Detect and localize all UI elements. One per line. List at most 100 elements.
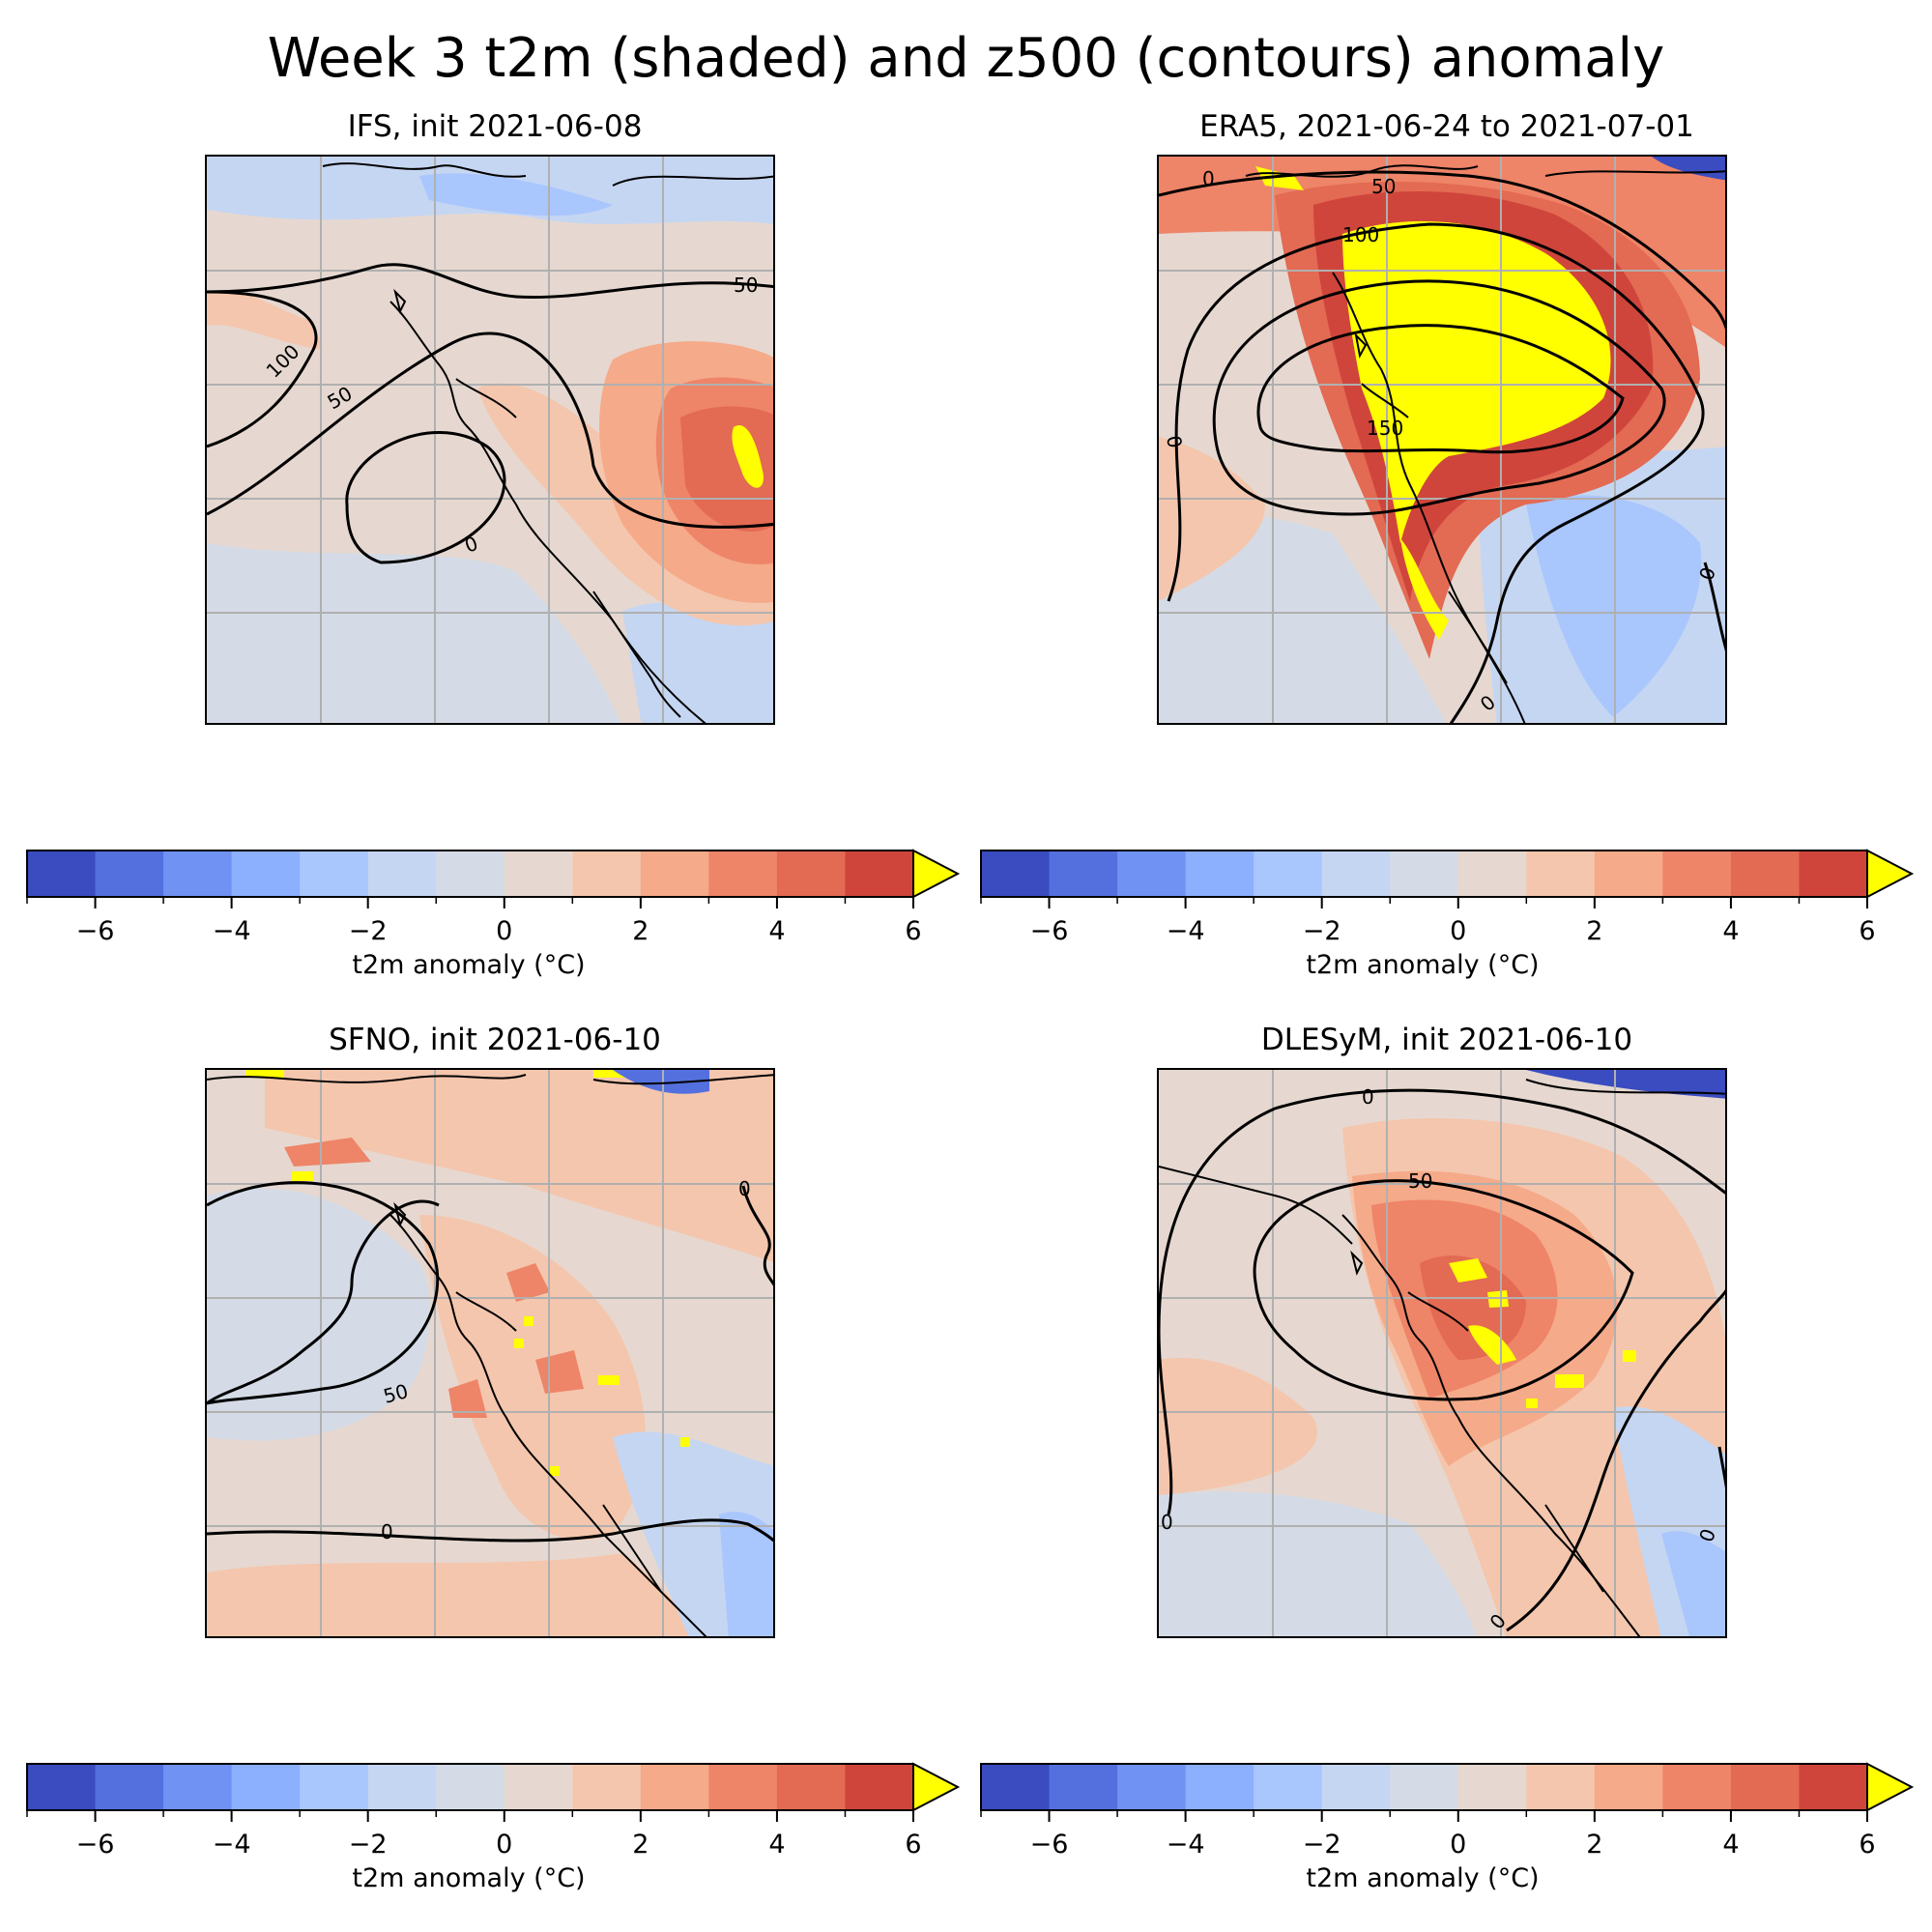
- colorbar-extend-arrow-icon: [912, 849, 961, 899]
- colorbar-sfno: −6 −4 −2 0 2 4 6: [26, 1762, 961, 1860]
- z500-contours: [207, 263, 773, 564]
- colorbar-extend-arrow-icon: [1866, 849, 1915, 899]
- colorbar-tick-label: −6: [1030, 916, 1069, 946]
- colorbar-tick-label: 2: [632, 1830, 649, 1860]
- colorbar-segment: [95, 851, 164, 897]
- colorbar-segment: [1390, 1764, 1459, 1810]
- colorbar-ifs: −6 −4 −2 0 2 4 6: [26, 849, 961, 946]
- colorbar-segment: [1321, 851, 1391, 897]
- colorbar-segment: [1526, 851, 1596, 897]
- contour-label: 0: [738, 1177, 751, 1200]
- colorbar-tick-label: 6: [905, 1830, 921, 1860]
- panel-title-sfno: SFNO, init 2021-06-10: [329, 1023, 661, 1057]
- colorbar-era5: −6 −4 −2 0 2 4 6: [980, 849, 1915, 946]
- colorbar-tick-label: −2: [1303, 916, 1341, 946]
- colorbar-outline: [26, 1763, 914, 1811]
- colorbar-segment: [1799, 851, 1868, 897]
- colorbar-tick-label: 4: [768, 916, 785, 946]
- sfno-map-svg: 0 50 0: [207, 1070, 773, 1636]
- colorbar-segment: [300, 1764, 369, 1810]
- coastline-lines: [1159, 1079, 1725, 1636]
- colorbar-segment: [640, 851, 709, 897]
- colorbar-label: t2m anomaly (°C): [1306, 950, 1540, 980]
- colorbar-segment: [504, 1764, 573, 1810]
- map-panel-ifs: 50 100 50 0: [205, 155, 775, 725]
- colorbar-segment: [163, 1764, 233, 1810]
- colorbar-tick-label: 2: [1586, 916, 1602, 946]
- panel-title-ifs: IFS, init 2021-06-08: [347, 109, 643, 144]
- colorbar-segment: [1049, 851, 1118, 897]
- colorbar-segment: [1662, 1764, 1732, 1810]
- dlesym-map-svg: 0 50 0 0 0: [1159, 1070, 1725, 1636]
- contour-label: 50: [734, 274, 758, 297]
- ifs-map-svg: 50 100 50 0: [207, 157, 773, 723]
- z500-contours: [1159, 1088, 1725, 1632]
- figure-title: Week 3 t2m (shaded) and z500 (contours) …: [267, 27, 1665, 90]
- colorbar-tick-label: −4: [1167, 1830, 1205, 1860]
- colorbar-tick-label: 6: [905, 916, 921, 946]
- contour-label: 0: [1362, 1085, 1374, 1109]
- colorbar-tick-label: −6: [76, 1830, 115, 1860]
- colorbar-segment: [1117, 1764, 1187, 1810]
- colorbar-segment: [436, 1764, 505, 1810]
- colorbar-segment: [708, 851, 778, 897]
- panel-title-dlesym: DLESyM, init 2021-06-10: [1260, 1023, 1633, 1057]
- colorbar-dlesym: −6 −4 −2 0 2 4 6: [980, 1762, 1915, 1860]
- colorbar-tick-label: −4: [213, 1830, 251, 1860]
- gridlines: [207, 157, 773, 723]
- colorbar-tick-label: −2: [1303, 1830, 1341, 1860]
- colorbar-tick-label: 4: [768, 1830, 785, 1860]
- contour-label: 0: [381, 1520, 393, 1543]
- colorbar-tick-label: −4: [1167, 916, 1205, 946]
- contour-label: 100: [1342, 223, 1379, 246]
- colorbar-label: t2m anomaly (°C): [352, 1863, 586, 1893]
- contour-label: 0: [1162, 434, 1187, 450]
- colorbar-segment: [1799, 1764, 1868, 1810]
- colorbar-extend-arrow-icon: [1866, 1762, 1915, 1812]
- colorbar-segment: [1526, 1764, 1596, 1810]
- contour-label: 50: [1371, 175, 1396, 198]
- colorbar-segment: [231, 1764, 301, 1810]
- colorbar-tick-label: 2: [632, 916, 649, 946]
- colorbar-segment: [981, 1764, 1051, 1810]
- colorbar-segment: [367, 1764, 437, 1810]
- colorbar-segment: [504, 851, 573, 897]
- colorbar-segment: [708, 1764, 778, 1810]
- colorbar-segment: [436, 851, 505, 897]
- colorbar-tick-label: 6: [1859, 916, 1875, 946]
- colorbar-tick-label: −6: [76, 916, 115, 946]
- colorbar-segment: [776, 851, 846, 897]
- map-panel-era5: 0 50 100 150 0 0 0: [1157, 155, 1727, 725]
- colorbar-segment: [981, 851, 1051, 897]
- colorbar-tick-label: 0: [496, 1830, 512, 1860]
- colorbar-segment: [1594, 1764, 1663, 1810]
- colorbar-outline: [980, 1763, 1868, 1811]
- colorbar-extend-arrow-icon: [912, 1762, 961, 1812]
- contour-label: 50: [1408, 1169, 1432, 1193]
- colorbar-segment: [572, 1764, 642, 1810]
- colorbar-segment: [1254, 1764, 1323, 1810]
- colorbar-segment: [1594, 851, 1663, 897]
- colorbar-segment: [1730, 1764, 1800, 1810]
- colorbar-segment: [27, 1764, 97, 1810]
- colorbar-segment: [845, 1764, 914, 1810]
- colorbar-label: t2m anomaly (°C): [1306, 1863, 1540, 1893]
- colorbar-tick-label: −2: [349, 1830, 388, 1860]
- colorbar-segment: [300, 851, 369, 897]
- colorbar-segment: [640, 1764, 709, 1810]
- colorbar-segment: [163, 851, 233, 897]
- colorbar-tick-label: −6: [1030, 1830, 1069, 1860]
- colorbar-segment: [776, 1764, 846, 1810]
- colorbar-tick-label: 6: [1859, 1830, 1875, 1860]
- contour-label: 150: [1367, 417, 1403, 440]
- colorbar-segment: [845, 851, 914, 897]
- gridlines: [1159, 157, 1725, 723]
- colorbar-segment: [367, 851, 437, 897]
- colorbar-tick-label: 0: [1450, 916, 1466, 946]
- map-panel-dlesym: 0 50 0 0 0: [1157, 1068, 1727, 1638]
- contour-label: 0: [1161, 1511, 1173, 1534]
- colorbar-segment: [1390, 851, 1459, 897]
- colorbar-segment: [1117, 851, 1187, 897]
- panel-title-era5: ERA5, 2021-06-24 to 2021-07-01: [1199, 109, 1694, 144]
- colorbar-segment: [231, 851, 301, 897]
